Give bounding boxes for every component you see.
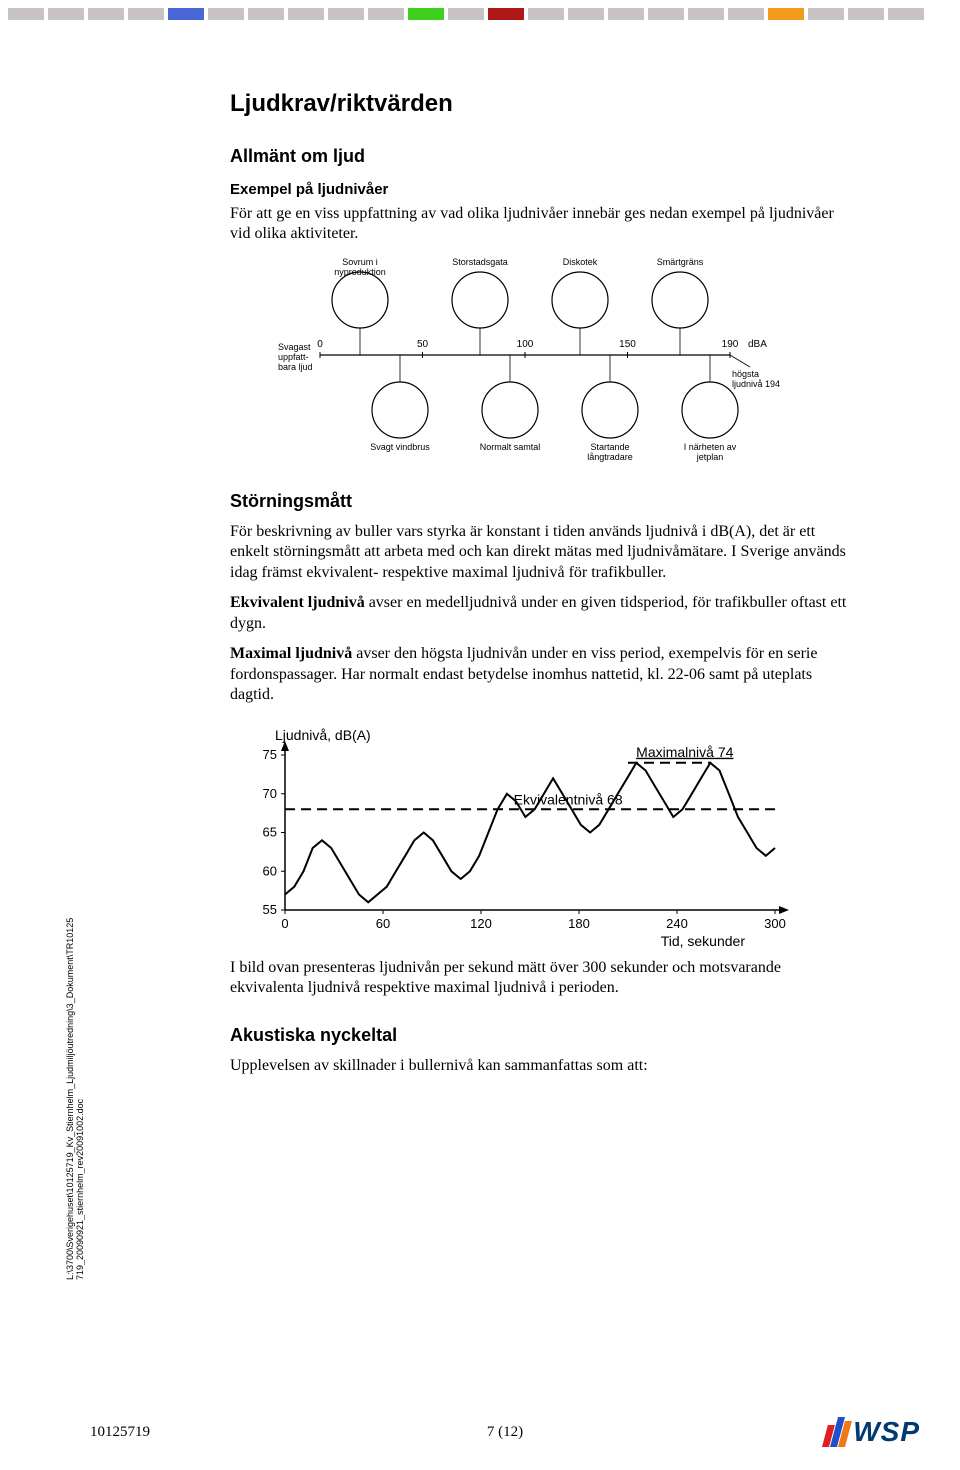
para-chart-caption: I bild ovan presenteras ljudnivån per se… <box>230 958 850 999</box>
svg-text:långtradare: långtradare <box>587 452 633 462</box>
svg-text:60: 60 <box>263 863 277 878</box>
strip-block <box>168 8 204 20</box>
svg-text:Diskotek: Diskotek <box>563 257 598 267</box>
wsp-logo-text: WSP <box>853 1416 920 1448</box>
svg-text:240: 240 <box>666 916 688 931</box>
strip-block <box>888 8 924 20</box>
svg-text:uppfatt-: uppfatt- <box>278 352 309 362</box>
page-footer: 10125719 7 (12) WSP <box>90 1412 920 1452</box>
svg-text:300: 300 <box>764 916 786 931</box>
heading-allmant: Allmänt om ljud <box>230 146 850 167</box>
heading-storning: Störningsmått <box>230 491 850 512</box>
svg-text:Svagast: Svagast <box>278 342 311 352</box>
svg-text:75: 75 <box>263 747 277 762</box>
svg-text:bara ljud: bara ljud <box>278 362 313 372</box>
maximal-term: Maximal ljudnivå <box>230 645 352 662</box>
heading-exempel: Exempel på ljudnivåer <box>230 181 850 198</box>
strip-block <box>248 8 284 20</box>
strip-block <box>648 8 684 20</box>
svg-text:Sovrum i: Sovrum i <box>342 257 378 267</box>
strip-block <box>568 8 604 20</box>
para-storning-1: För beskrivning av buller vars styrka är… <box>230 522 850 583</box>
footer-page-no: 7 (12) <box>487 1424 523 1441</box>
strip-block <box>448 8 484 20</box>
sidebar-filepath: L:\3700\Sverigehuset\10125719_Kv_Stiernh… <box>66 880 80 1280</box>
svg-text:120: 120 <box>470 916 492 931</box>
svg-text:ljudnivå 194: ljudnivå 194 <box>732 379 780 389</box>
strip-block <box>528 8 564 20</box>
strip-block <box>8 8 44 20</box>
para-ekvivalent: Ekvivalent ljudnivå avser en medelljudni… <box>230 593 850 634</box>
strip-block <box>128 8 164 20</box>
svg-text:jetplan: jetplan <box>696 452 724 462</box>
svg-text:0: 0 <box>281 916 288 931</box>
page-title: Ljudkrav/riktvärden <box>230 90 850 118</box>
svg-text:Ljudnivå, dB(A): Ljudnivå, dB(A) <box>275 727 371 743</box>
footer-doc-no: 10125719 <box>90 1424 150 1441</box>
svg-text:150: 150 <box>619 339 636 350</box>
para-exempel-intro: För att ge en viss uppfattning av vad ol… <box>230 204 850 245</box>
wsp-logo: WSP <box>826 1416 920 1448</box>
svg-text:Svagt vindbrus: Svagt vindbrus <box>370 442 430 452</box>
svg-text:Tid, sekunder: Tid, sekunder <box>661 933 746 949</box>
svg-text:Storstadsgata: Storstadsgata <box>452 257 508 267</box>
ekvivalent-term: Ekvivalent ljudnivå <box>230 594 365 611</box>
strip-block <box>368 8 404 20</box>
heading-akustiska: Akustiska nyckeltal <box>230 1025 850 1046</box>
strip-block <box>88 8 124 20</box>
strip-block <box>688 8 724 20</box>
svg-text:Maximalnivå 74: Maximalnivå 74 <box>636 743 733 759</box>
svg-text:60: 60 <box>376 916 390 931</box>
wsp-logo-bars <box>822 1417 853 1447</box>
strip-block <box>408 8 444 20</box>
header-color-strip <box>8 8 952 20</box>
svg-text:nyproduktion: nyproduktion <box>334 267 386 277</box>
svg-text:55: 55 <box>263 902 277 917</box>
strip-block <box>328 8 364 20</box>
svg-text:65: 65 <box>263 824 277 839</box>
para-maximal: Maximal ljudnivå avser den högsta ljudni… <box>230 644 850 705</box>
svg-text:högsta: högsta <box>732 369 759 379</box>
strip-block <box>808 8 844 20</box>
strip-block <box>728 8 764 20</box>
svg-text:180: 180 <box>568 916 590 931</box>
svg-text:50: 50 <box>417 339 429 350</box>
document-content: Ljudkrav/riktvärden Allmänt om ljud Exem… <box>230 90 850 1086</box>
svg-text:190: 190 <box>722 339 739 350</box>
svg-text:70: 70 <box>263 785 277 800</box>
strip-block <box>768 8 804 20</box>
svg-text:Normalt samtal: Normalt samtal <box>480 442 541 452</box>
svg-text:Smärtgräns: Smärtgräns <box>657 257 704 267</box>
strip-block <box>848 8 884 20</box>
strip-block <box>608 8 644 20</box>
strip-block <box>208 8 244 20</box>
svg-text:Startande: Startande <box>590 442 629 452</box>
svg-text:0: 0 <box>317 339 323 350</box>
svg-text:100: 100 <box>517 339 534 350</box>
svg-text:I närheten av: I närheten av <box>684 442 737 452</box>
strip-block <box>288 8 324 20</box>
sound-level-chart: Ljudnivå, dB(A) 55 60 65 70 75 0 60 120 180 240 300… <box>230 720 790 950</box>
svg-text:dBA: dBA <box>748 339 767 350</box>
para-akustiska-intro: Upplevelsen av skillnader i bullernivå k… <box>230 1056 850 1076</box>
strip-block <box>48 8 84 20</box>
dba-scale-illustration: 0 50 100 150 190 dBA Sovrum inyproduktion Stors… <box>230 255 790 465</box>
strip-block <box>488 8 524 20</box>
